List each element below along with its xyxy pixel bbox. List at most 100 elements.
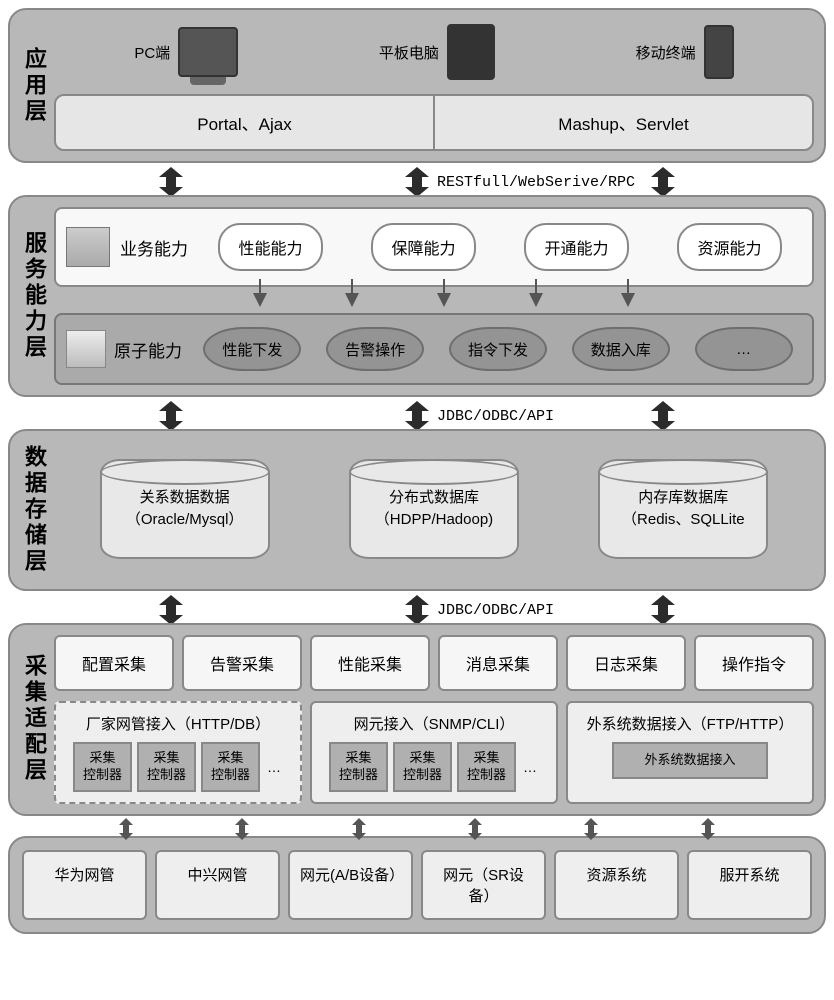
biz-title: 业务能力 [120,235,188,260]
service-layer-title: 服务能力层 [14,207,54,385]
cylinder-distributed: 分布式数据库 （HDPP/Hadoop) [349,459,519,559]
access-row: 厂家网管接入（HTTP/DB） 采集控制器 采集控制器 采集控制器 … 网元接入… [54,701,814,804]
cylinder-memory: 内存库数据库 （Redis、SQLLite [598,459,768,559]
access-ext-title: 外系统数据接入（FTP/HTTP） [576,713,804,734]
bi-arrow-icon [352,818,366,840]
ext-huawei: 华为网管 [22,850,147,920]
ext-data-access: 外系统数据接入 [612,742,767,779]
arrow-icon [651,595,675,625]
app-box-portal: Portal、Ajax [56,96,435,149]
pill-open: 开通能力 [524,223,628,271]
ext-zte: 中兴网管 [155,850,280,920]
phone-icon [704,25,734,79]
arrow-icon [159,595,183,625]
collector-ctrl: 采集控制器 [73,742,132,792]
coll-msg: 消息采集 [438,635,558,691]
pc-icon [178,27,238,77]
atom-capability: 原子能力 性能下发 告警操作 指令下发 数据入库 … [54,313,814,385]
mobile-device: 移动终端 [636,25,734,79]
down-arrow-icon [253,293,267,307]
mobile-label: 移动终端 [636,42,696,63]
application-layer: 应用层 PC端 平板电脑 移动终端 Portal、Ajax Mashup、Ser… [8,8,826,163]
business-capability: 业务能力 性能能力 保障能力 开通能力 资源能力 [54,207,814,287]
ellipse-alarm: 告警操作 [326,327,424,371]
connector-label: RESTfull/WebSerive/RPC [437,174,635,191]
app-box-mashup: Mashup、Servlet [435,96,812,149]
collector-ctrl: 采集控制器 [329,742,388,792]
ext-resource: 资源系统 [554,850,679,920]
bi-arrow-icon [584,818,598,840]
connector-app-svc: RESTfull/WebSerive/RPC [48,167,786,197]
down-arrow-icon [529,293,543,307]
tablet-icon [447,24,495,80]
collector-ctrl: 采集控制器 [457,742,516,792]
tablet-device: 平板电脑 [379,24,495,80]
cyl-line2: （Redis、SQLLite [622,509,745,532]
application-layer-title: 应用层 [14,20,54,151]
cylinder-rdbms: 关系数据数据 （Oracle/Mysql） [100,459,270,559]
bi-arrow-icon [701,818,715,840]
access-ne-title: 网元接入（SNMP/CLI） [320,713,548,734]
arrow-icon [159,401,183,431]
data-layer: 数据存储层 关系数据数据 （Oracle/Mysql） 分布式数据库 （HDPP… [8,429,826,591]
access-ne: 网元接入（SNMP/CLI） 采集控制器 采集控制器 采集控制器 … [310,701,558,804]
collector-ctrl: 采集控制器 [393,742,452,792]
collect-top-row: 配置采集 告警采集 性能采集 消息采集 日志采集 操作指令 [54,635,814,691]
bi-arrow-icon [468,818,482,840]
collector-ctrl: 采集控制器 [201,742,260,792]
coll-cmd: 操作指令 [694,635,814,691]
ext-service: 服开系统 [687,850,812,920]
arrow-icon [651,401,675,431]
down-arrow-icon [621,293,635,307]
pc-device: PC端 [134,27,238,77]
arrow-icon [651,167,675,197]
ellipse-data: 数据入库 [572,327,670,371]
arrow-icon [405,401,429,431]
biz-to-atom-arrows [214,293,674,307]
cyl-line1: 分布式数据库 [389,487,479,510]
pc-label: PC端 [134,42,170,63]
connector-label: JDBC/ODBC/API [437,602,554,619]
tablet-label: 平板电脑 [379,42,439,63]
dots: … [265,759,283,775]
connector-data-coll: JDBC/ODBC/API [48,595,786,625]
atom-icon [66,330,106,368]
bi-arrow-icon [119,818,133,840]
connector-label: JDBC/ODBC/API [437,408,554,425]
coll-perf: 性能采集 [310,635,430,691]
ellipse-more: … [695,327,793,371]
data-layer-title: 数据存储层 [14,441,54,579]
coll-config: 配置采集 [54,635,174,691]
biz-icon [66,227,110,267]
cyl-line2: （HDPP/Hadoop) [375,509,493,532]
access-vendor: 厂家网管接入（HTTP/DB） 采集控制器 采集控制器 采集控制器 … [54,701,302,804]
pill-perf: 性能能力 [218,223,322,271]
ext-ne-ab: 网元(A/B设备） [288,850,413,920]
down-arrow-icon [345,293,359,307]
collect-layer: 采集适配层 配置采集 告警采集 性能采集 消息采集 日志采集 操作指令 厂家网管… [8,623,826,816]
pill-resource: 资源能力 [677,223,781,271]
cyl-line1: 关系数据数据 [140,487,230,510]
arrow-icon [405,167,429,197]
pill-guarantee: 保障能力 [371,223,475,271]
access-vendor-title: 厂家网管接入（HTTP/DB） [64,713,292,734]
connector-svc-data: JDBC/ODBC/API [48,401,786,431]
cyl-line2: （Oracle/Mysql） [126,509,244,532]
arrow-icon [159,167,183,197]
access-ext: 外系统数据接入（FTP/HTTP） 外系统数据接入 [566,701,814,804]
device-row: PC端 平板电脑 移动终端 [54,20,814,84]
external-systems: 华为网管 中兴网管 网元(A/B设备） 网元（SR设备） 资源系统 服开系统 [8,836,826,934]
coll-alarm: 告警采集 [182,635,302,691]
ellipse-cmd: 指令下发 [449,327,547,371]
service-layer: 服务能力层 业务能力 性能能力 保障能力 开通能力 资源能力 原子能力 性能下发… [8,195,826,397]
collect-layer-title: 采集适配层 [14,635,54,804]
cyl-line1: 内存库数据库 [638,487,728,510]
collector-ctrl: 采集控制器 [137,742,196,792]
coll-log: 日志采集 [566,635,686,691]
arrow-icon [405,595,429,625]
ellipse-perf: 性能下发 [203,327,301,371]
dots: … [521,759,539,775]
bi-arrow-icon [235,818,249,840]
app-boxes: Portal、Ajax Mashup、Servlet [54,94,814,151]
atom-title: 原子能力 [114,337,182,362]
